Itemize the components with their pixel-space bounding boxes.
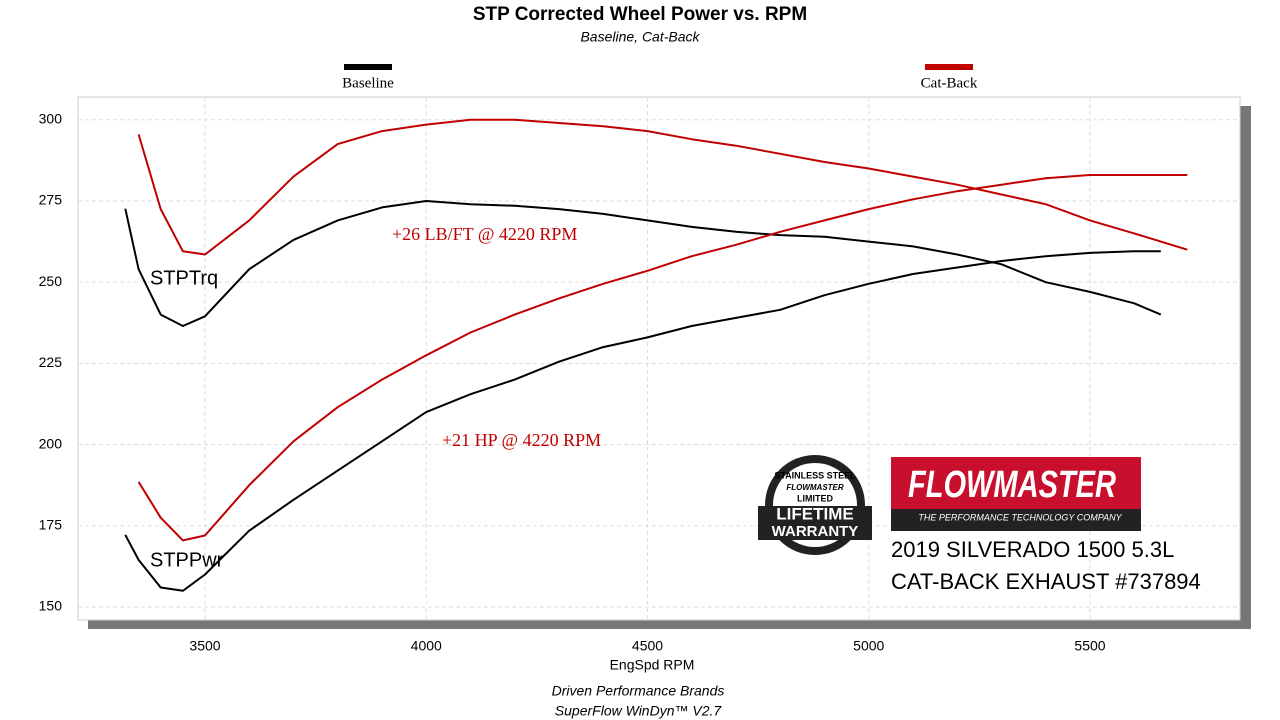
brand-logo: FLOWMASTER THE PERFORMANCE TECHNOLOGY CO… <box>891 457 1141 531</box>
y-tick-label: 150 <box>39 598 63 614</box>
brand-tagline: THE PERFORMANCE TECHNOLOGY COMPANY <box>918 512 1122 522</box>
curve-label: STPPwr <box>150 549 224 571</box>
logo-band <box>891 509 1141 531</box>
vehicle-text: 2019 SILVERADO 1500 5.3L <box>891 537 1174 562</box>
x-tick-label: 5500 <box>1074 638 1105 654</box>
product-text: CAT-BACK EXHAUST #737894 <box>891 569 1201 594</box>
badge-text: FLOWMASTER <box>786 483 844 492</box>
y-tick-label: 225 <box>39 354 63 370</box>
series-line <box>137 174 1188 542</box>
legend-label: Baseline <box>342 75 394 91</box>
chart-subtitle: Baseline, Cat-Back <box>580 29 700 45</box>
badge-text: STAINLESS STEEL <box>774 470 856 480</box>
footer: SuperFlow WinDyn™ V2.7 <box>555 703 723 719</box>
x-tick-label: 4000 <box>411 638 442 654</box>
y-tick-label: 250 <box>39 273 63 289</box>
x-tick-label: 5000 <box>853 638 884 654</box>
series-line <box>124 250 1161 592</box>
annotation: +21 HP @ 4220 RPM <box>442 430 601 450</box>
plot-area <box>77 96 1241 621</box>
footer: Driven Performance Brands <box>552 683 725 699</box>
legend-label: Cat-Back <box>921 75 978 91</box>
badge-band <box>758 506 872 540</box>
brand-name: FLOWMASTER <box>908 464 1116 506</box>
badge-text: LIFETIME <box>776 504 853 523</box>
badge-text: WARRANTY <box>772 523 859 540</box>
badge-text: LIMITED <box>797 493 833 503</box>
y-tick-label: 175 <box>39 516 63 532</box>
series-line <box>124 200 1162 327</box>
series-line <box>137 118 1188 256</box>
y-tick-label: 200 <box>39 435 63 451</box>
curve-label: STPTrq <box>150 267 218 289</box>
x-tick-label: 3500 <box>189 638 220 654</box>
y-tick-label: 300 <box>39 110 63 126</box>
x-axis-label: EngSpd RPM <box>610 657 695 673</box>
warranty-badge: STAINLESS STEEL FLOWMASTER LIMITED LIFET… <box>758 455 872 555</box>
annotation: +26 LB/FT @ 4220 RPM <box>392 224 577 244</box>
y-tick-label: 275 <box>39 192 63 208</box>
chart-title: STP Corrected Wheel Power vs. RPM <box>473 4 807 25</box>
x-tick-label: 4500 <box>632 638 663 654</box>
